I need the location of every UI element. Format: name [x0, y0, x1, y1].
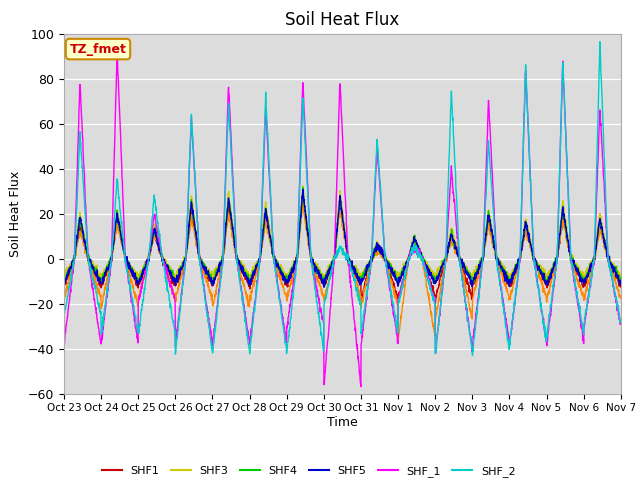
- SHF4: [371, 245, 379, 251]
- SHF2: [394, 337, 402, 343]
- SHF_2: [504, 341, 512, 347]
- SHF1: [371, 249, 379, 255]
- SHF1: [584, 273, 591, 279]
- SHF3: [617, 274, 625, 279]
- SHF1: [431, 301, 439, 307]
- SHF5: [359, 276, 367, 282]
- SHF3: [371, 247, 379, 252]
- SHF1: [617, 284, 625, 290]
- SHF_1: [617, 321, 625, 327]
- SHF_1: [371, 186, 379, 192]
- SHF_1: [113, 49, 121, 55]
- SHF5: [299, 187, 307, 192]
- SHF2: [568, 264, 576, 269]
- SHF_2: [216, 290, 223, 296]
- SHF5: [371, 248, 379, 254]
- SHF1: [359, 291, 367, 297]
- SHF1: [505, 279, 513, 285]
- SHF4: [543, 281, 550, 287]
- SHF3: [584, 267, 591, 273]
- SHF_2: [568, 264, 575, 270]
- SHF_1: [216, 284, 223, 289]
- Title: Soil Heat Flux: Soil Heat Flux: [285, 11, 399, 29]
- SHF3: [505, 273, 513, 278]
- SHF3: [299, 183, 307, 189]
- SHF3: [216, 261, 223, 267]
- Line: SHF_1: SHF_1: [64, 52, 621, 386]
- SHF_2: [371, 190, 378, 195]
- SHF2: [299, 201, 307, 207]
- SHF3: [60, 275, 68, 280]
- SHF2: [584, 283, 591, 288]
- SHF5: [584, 271, 591, 277]
- SHF5: [568, 258, 576, 264]
- SHF5: [320, 284, 328, 290]
- SHF4: [299, 184, 307, 190]
- SHF_1: [60, 342, 68, 348]
- Y-axis label: Soil Heat Flux: Soil Heat Flux: [10, 170, 22, 257]
- SHF_2: [596, 39, 604, 45]
- SHF5: [617, 281, 625, 287]
- SHF2: [60, 294, 68, 300]
- Line: SHF1: SHF1: [64, 197, 621, 304]
- SHF1: [216, 269, 223, 275]
- SHF4: [617, 279, 625, 285]
- SHF2: [359, 296, 367, 302]
- Line: SHF2: SHF2: [64, 204, 621, 340]
- SHF_1: [584, 296, 591, 301]
- SHF_1: [359, 327, 367, 333]
- SHF4: [584, 272, 591, 277]
- SHF3: [432, 277, 440, 283]
- SHF4: [504, 274, 512, 279]
- SHF_1: [505, 334, 513, 339]
- SHF_1: [357, 384, 365, 389]
- SHF3: [359, 270, 367, 276]
- Text: TZ_fmet: TZ_fmet: [70, 43, 127, 56]
- Line: SHF3: SHF3: [64, 186, 621, 280]
- SHF_2: [617, 320, 625, 325]
- SHF4: [60, 277, 68, 283]
- SHF_2: [584, 300, 591, 306]
- SHF4: [568, 257, 576, 263]
- SHF5: [216, 264, 223, 269]
- SHF_1: [568, 264, 576, 270]
- SHF1: [60, 280, 68, 286]
- SHF_2: [60, 313, 68, 319]
- SHF2: [371, 249, 379, 255]
- SHF5: [505, 280, 513, 286]
- SHF1: [568, 255, 576, 261]
- SHF2: [617, 294, 625, 300]
- SHF_2: [358, 324, 366, 329]
- Legend: SHF1, SHF2, SHF3, SHF4, SHF5, SHF_1, SHF_2: SHF1, SHF2, SHF3, SHF4, SHF5, SHF_1, SHF…: [97, 462, 520, 480]
- SHF4: [216, 260, 223, 265]
- Line: SHF_2: SHF_2: [64, 42, 621, 356]
- Line: SHF5: SHF5: [64, 190, 621, 287]
- SHF5: [60, 281, 68, 287]
- SHF2: [216, 274, 223, 279]
- SHF_2: [468, 353, 476, 359]
- X-axis label: Time: Time: [327, 416, 358, 429]
- SHF3: [568, 257, 576, 263]
- SHF4: [359, 274, 367, 279]
- SHF2: [505, 292, 513, 298]
- SHF1: [299, 194, 307, 200]
- Line: SHF4: SHF4: [64, 187, 621, 284]
